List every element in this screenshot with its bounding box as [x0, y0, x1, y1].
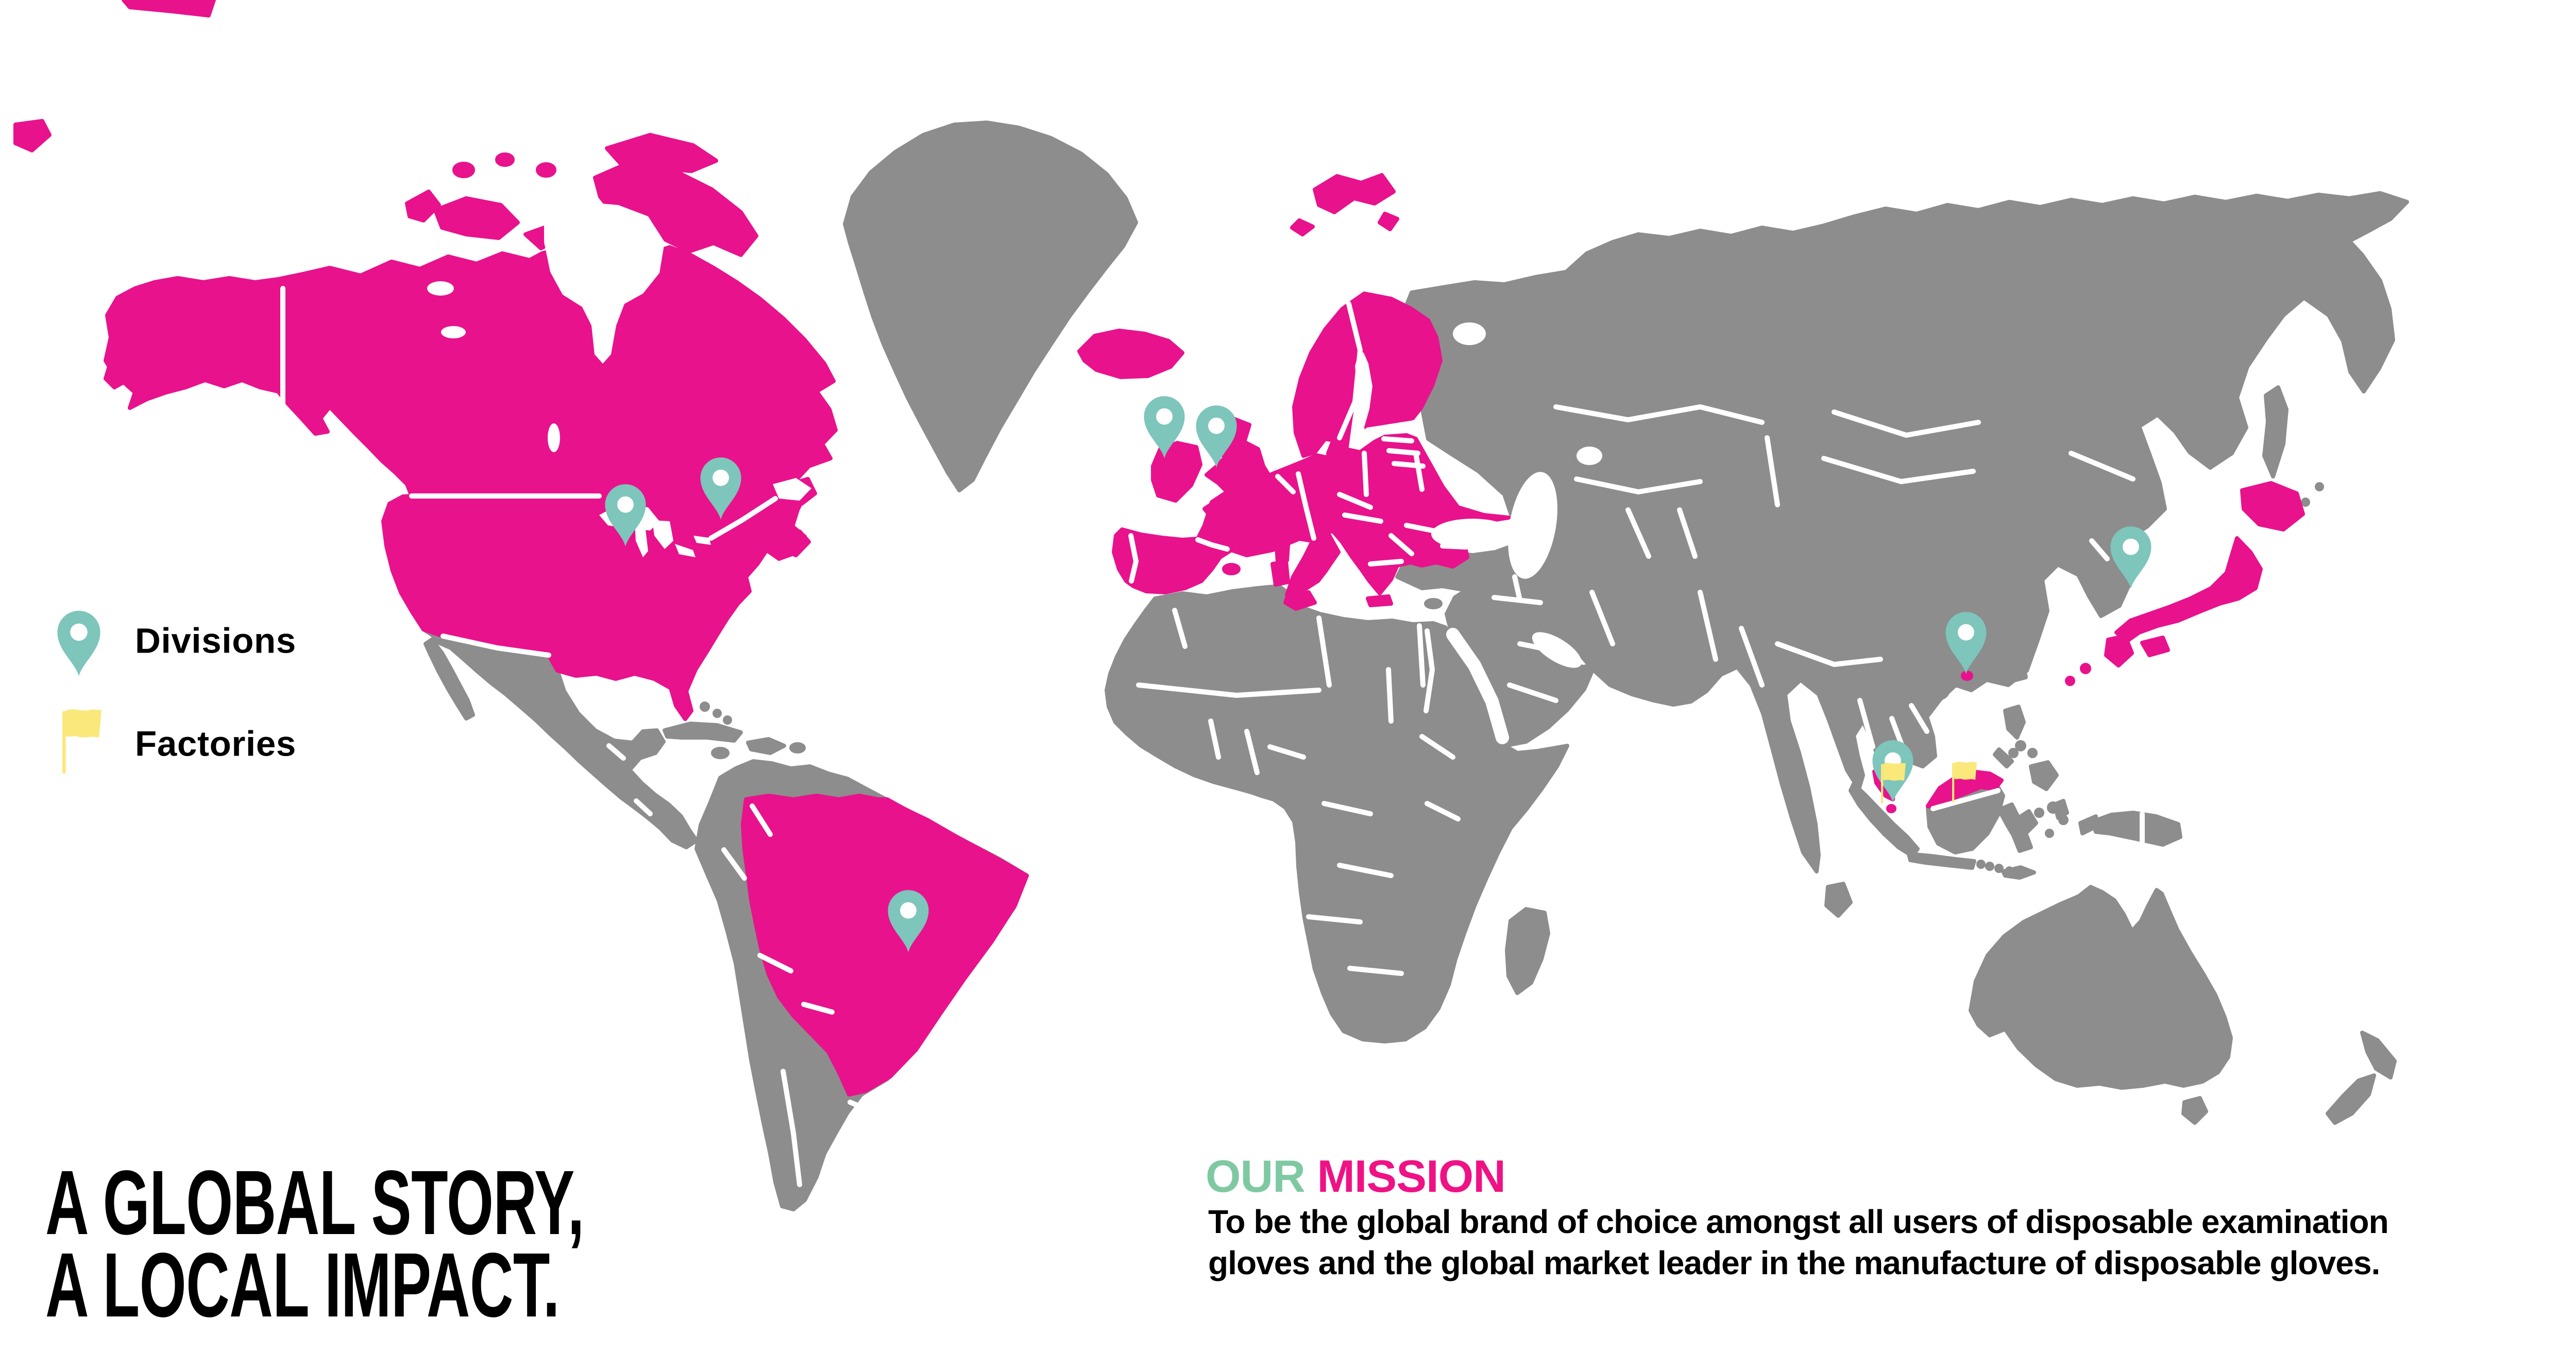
australia [1969, 885, 2233, 1090]
hokkaido [2240, 481, 2305, 532]
palawan [1993, 747, 2014, 768]
lake-michigan [635, 523, 648, 557]
legend-factory-flag-icon [62, 709, 101, 774]
sulawesi [1997, 802, 2038, 853]
tasmania [2181, 1096, 2208, 1125]
java [1907, 852, 1976, 870]
legend-divisions-label: Divisions [134, 621, 296, 661]
north-america [104, 244, 838, 721]
hainan [1927, 682, 1950, 700]
nz-south-island [2326, 1073, 2376, 1125]
baja-california [423, 638, 475, 721]
mission-heading-mission: MISSION [1317, 1151, 1506, 1202]
timor [2001, 865, 2036, 880]
lake-erie [675, 544, 696, 557]
lake-ontario [693, 536, 711, 545]
madagascar [1505, 907, 1550, 995]
legend-icons [57, 610, 101, 774]
greenland [843, 121, 1138, 492]
white-sea [1453, 322, 1486, 345]
country-borders [280, 286, 2145, 1187]
legend-division-pin-icon [57, 610, 100, 676]
crete [1366, 594, 1393, 607]
jamaica [711, 747, 730, 759]
page-title-line2: A LOCAL IMPACT. [45, 1233, 560, 1336]
brazil [741, 794, 1029, 1097]
svalbard [1313, 173, 1396, 214]
sakhalin [2262, 385, 2289, 478]
cuba [663, 722, 743, 743]
mission-heading-our: OUR [1206, 1151, 1306, 1202]
mission-heading: OUR MISSION [1206, 1151, 1506, 1202]
new-guinea [2091, 811, 2182, 847]
logo-fragment-top [122, 0, 216, 18]
sri-lanka [1824, 882, 1853, 918]
halmahera [2053, 799, 2069, 820]
page-title: A GLOBAL STORY, A LOCAL IMPACT. [45, 1151, 584, 1336]
ellesmere-island [605, 133, 718, 173]
gulf-st-lawrence [773, 478, 811, 501]
legend-factories-label: Factories [134, 724, 296, 764]
singapore [1886, 804, 1896, 813]
honshu [2114, 536, 2263, 643]
iceland [1077, 329, 1184, 379]
logo-fragment-left [13, 119, 52, 152]
kyushu [2104, 634, 2134, 668]
page-title-line1: A GLOBAL STORY, [45, 1151, 584, 1254]
hudson-bay [544, 202, 665, 364]
balearics [1222, 563, 1241, 575]
mission-body-line2: gloves and the global market leader in t… [1208, 1244, 2380, 1282]
lake-huron [652, 520, 673, 549]
puerto-rico [789, 742, 806, 754]
nz-north-island [2360, 1031, 2397, 1080]
cyprus [1424, 598, 1443, 609]
shikoku [2140, 636, 2170, 657]
caspian-sea [1508, 472, 1557, 579]
corsica [1275, 543, 1290, 563]
black-sea [1431, 519, 1514, 550]
taiwan [2006, 658, 2028, 683]
luzon [2003, 705, 2026, 740]
red-sea [1446, 628, 1509, 744]
hispaniola [746, 737, 786, 755]
sardinia [1270, 559, 1290, 587]
mission-body-line1: To be the global brand of choice amongst… [1208, 1203, 2389, 1241]
nova-scotia [780, 529, 811, 557]
mindanao [2029, 760, 2059, 791]
aral-sea [1577, 447, 1602, 465]
africa [1105, 584, 1569, 1043]
hong-kong [1961, 671, 1973, 681]
sicily [1283, 590, 1317, 611]
ireland [1151, 441, 1202, 503]
pink-landmasses [13, 0, 2305, 1097]
mission-body: To be the global brand of choice amongst… [1208, 1201, 2389, 1283]
